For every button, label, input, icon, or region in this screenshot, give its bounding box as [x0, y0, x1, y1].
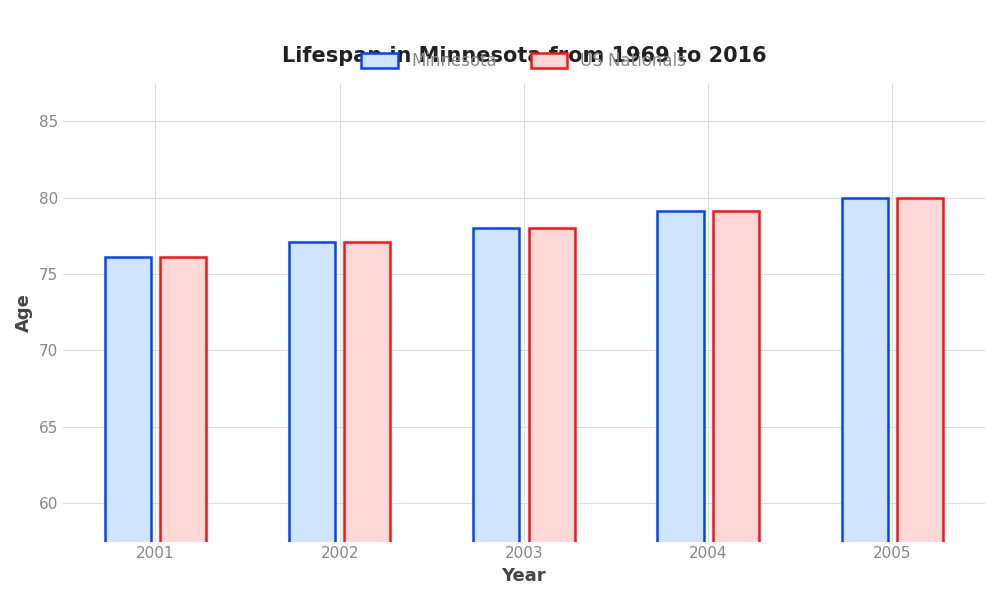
- Title: Lifespan in Minnesota from 1969 to 2016: Lifespan in Minnesota from 1969 to 2016: [282, 46, 766, 66]
- Bar: [897, 197, 943, 600]
- X-axis label: Year: Year: [502, 567, 546, 585]
- Bar: [657, 211, 704, 600]
- Bar: [160, 257, 206, 600]
- Bar: [289, 242, 335, 600]
- Bar: [529, 228, 575, 600]
- Y-axis label: Age: Age: [15, 293, 33, 332]
- Bar: [344, 242, 390, 600]
- Bar: [105, 257, 151, 600]
- Bar: [473, 228, 519, 600]
- Bar: [842, 197, 888, 600]
- Bar: [713, 211, 759, 600]
- Legend: Minnesota, US Nationals: Minnesota, US Nationals: [355, 46, 693, 77]
